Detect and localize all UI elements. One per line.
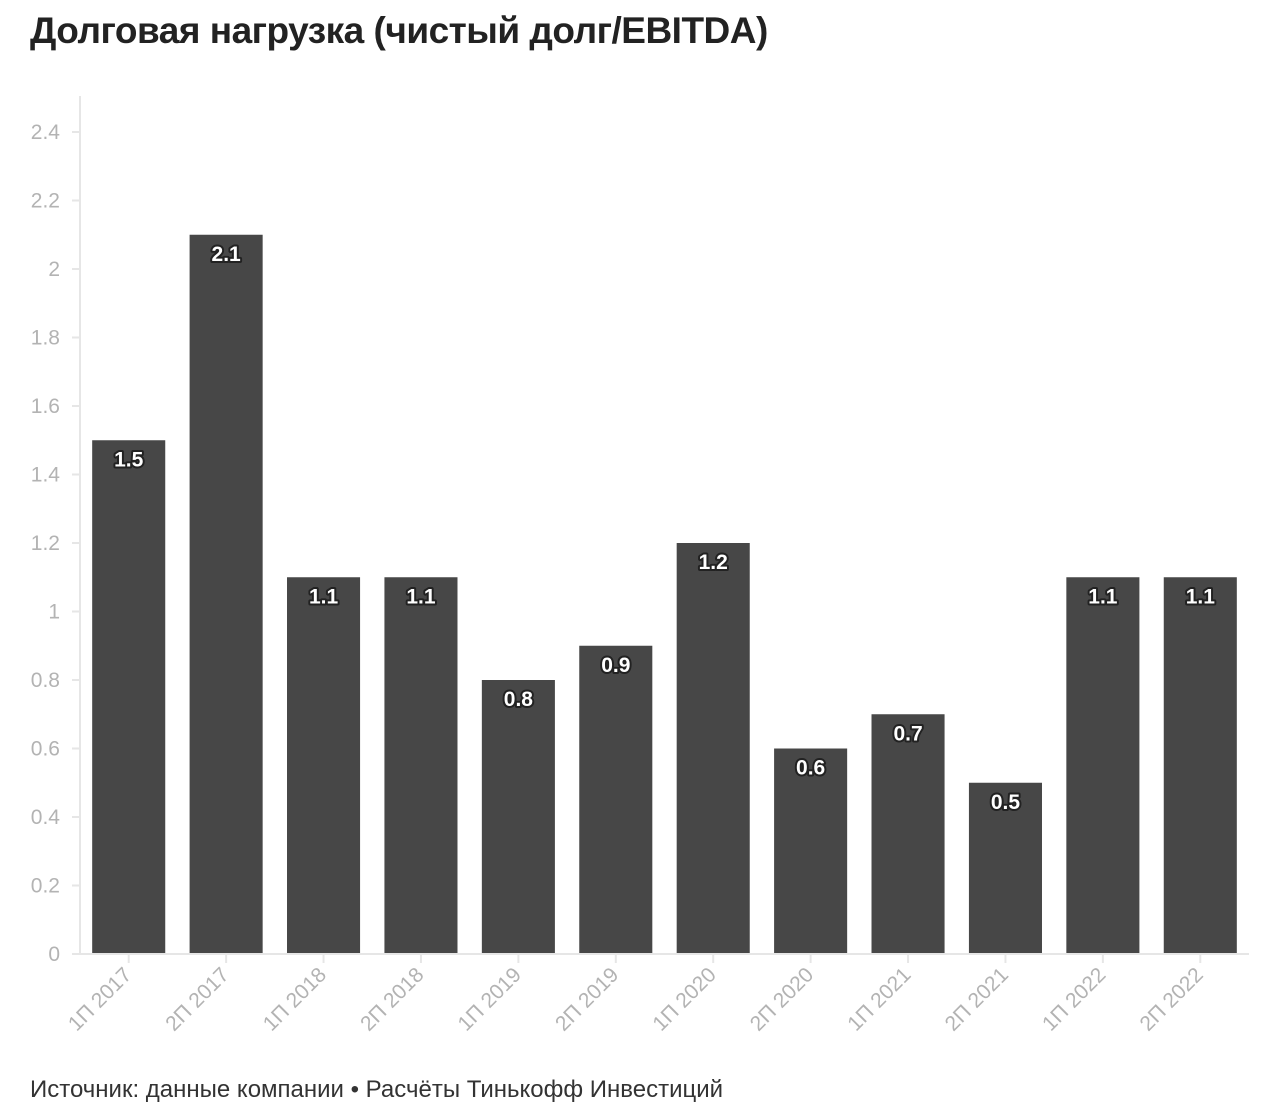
bar — [481, 680, 555, 954]
data-label: 1.1 — [309, 585, 339, 608]
x-category-label: 1П 2018 — [259, 963, 331, 1035]
bars — [92, 234, 1237, 954]
x-category-label: 2П 2019 — [551, 963, 623, 1035]
y-tick-label: 1 — [48, 601, 60, 624]
data-label: 0.6 — [796, 757, 825, 780]
x-category-label: 1П 2022 — [1038, 963, 1110, 1035]
bar — [287, 577, 361, 954]
data-label: 0.5 — [991, 791, 1021, 814]
x-category-label: 2П 2020 — [746, 963, 818, 1035]
data-label: 0.9 — [601, 654, 630, 677]
y-tick-label: 0.8 — [31, 669, 60, 692]
bar — [579, 645, 653, 954]
y-tick-label: 0.4 — [31, 806, 61, 829]
x-category-label: 1П 2021 — [843, 963, 915, 1035]
x-category-label: 1П 2019 — [454, 963, 526, 1035]
data-label: 0.7 — [893, 722, 922, 745]
y-tick-label: 0 — [48, 943, 60, 966]
y-axis: 0 0.2 0.4 0.6 0.8 1 1.2 1.4 1.6 1.8 2 2.2 2.4 — [31, 96, 81, 966]
data-label: 1.2 — [699, 551, 728, 574]
x-category-label: 2П 2017 — [161, 963, 233, 1035]
y-tick-label: 1.2 — [31, 532, 60, 555]
bar — [384, 577, 458, 954]
bar — [968, 782, 1042, 954]
bar — [774, 748, 848, 954]
data-label: 1.5 — [114, 448, 144, 471]
bar — [1066, 577, 1140, 954]
data-label: 1.1 — [1186, 585, 1216, 608]
data-label: 1.1 — [406, 585, 436, 608]
x-category-label: 2П 2018 — [356, 963, 428, 1035]
data-label: 2.1 — [212, 243, 242, 266]
y-tick-label: 0.6 — [31, 738, 60, 761]
chart-title: Долговая нагрузка (чистый долг/EBITDA) — [30, 10, 768, 51]
source-note: Источник: данные компании • Расчёты Тинь… — [30, 1076, 724, 1103]
data-label: 1.1 — [1088, 585, 1118, 608]
data-labels: 1.5 2.1 1.1 1.1 0.8 0.9 1.2 0.6 0.7 0.5 1.1 1.1 — [112, 241, 1217, 816]
y-tick-label: 0.2 — [31, 875, 60, 898]
x-axis: 1П 2017 2П 2017 1П 2018 2П 2018 1П 2019 2П 20… — [64, 953, 1249, 1036]
y-tick-label: 2.2 — [31, 190, 60, 213]
x-category-label: 2П 2022 — [1135, 963, 1207, 1035]
y-tick-label: 1.6 — [31, 395, 60, 418]
bar — [871, 714, 945, 954]
y-tick-label: 2.4 — [31, 121, 61, 144]
bar — [676, 543, 750, 954]
y-tick-label: 2 — [48, 258, 60, 281]
bar-chart: 0 0.2 0.4 0.6 0.8 1 1.2 1.4 1.6 1.8 2 2.2 2.4 1.5 2.1… — [31, 96, 1249, 1036]
bar — [1163, 577, 1237, 954]
x-category-label: 1П 2017 — [64, 963, 136, 1035]
x-category-label: 2П 2021 — [941, 963, 1013, 1035]
y-tick-label: 1.4 — [31, 464, 61, 487]
x-category-label: 1П 2020 — [648, 963, 720, 1035]
bar — [92, 440, 166, 954]
bar — [189, 234, 263, 954]
data-label: 0.8 — [504, 688, 534, 711]
y-tick-label: 1.8 — [31, 327, 60, 350]
